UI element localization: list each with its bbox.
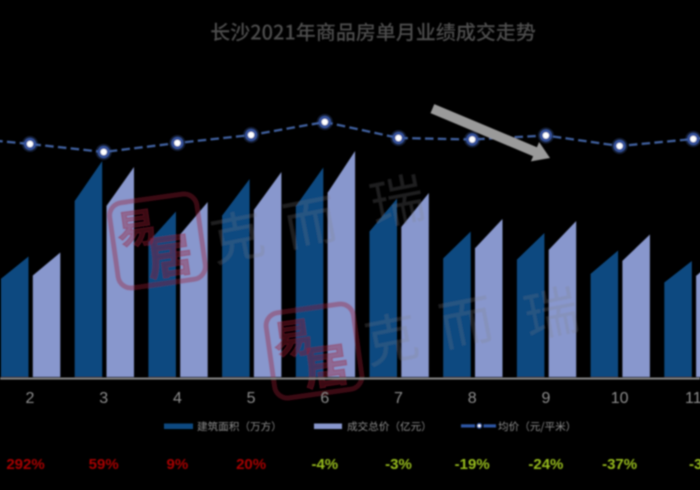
svg-text:-3%: -3% bbox=[385, 456, 412, 473]
svg-text:-3%: -3% bbox=[689, 456, 700, 473]
svg-text:10: 10 bbox=[611, 390, 629, 407]
svg-text:9%: 9% bbox=[167, 456, 189, 473]
svg-text:-37%: -37% bbox=[602, 456, 637, 473]
svg-text:5: 5 bbox=[247, 390, 256, 407]
svg-text:2: 2 bbox=[26, 390, 35, 407]
svg-text:9: 9 bbox=[541, 390, 550, 407]
svg-text:7: 7 bbox=[394, 390, 403, 407]
svg-text:11: 11 bbox=[685, 390, 700, 407]
svg-text:-24%: -24% bbox=[528, 456, 563, 473]
svg-text:20%: 20% bbox=[236, 456, 266, 473]
svg-text:292%: 292% bbox=[6, 456, 44, 473]
svg-text:-4%: -4% bbox=[311, 456, 338, 473]
svg-text:6: 6 bbox=[320, 390, 329, 407]
svg-text:3: 3 bbox=[99, 390, 108, 407]
svg-text:59%: 59% bbox=[89, 456, 119, 473]
svg-text:8: 8 bbox=[468, 390, 477, 407]
svg-text:-19%: -19% bbox=[455, 456, 490, 473]
svg-text:4: 4 bbox=[173, 390, 182, 407]
